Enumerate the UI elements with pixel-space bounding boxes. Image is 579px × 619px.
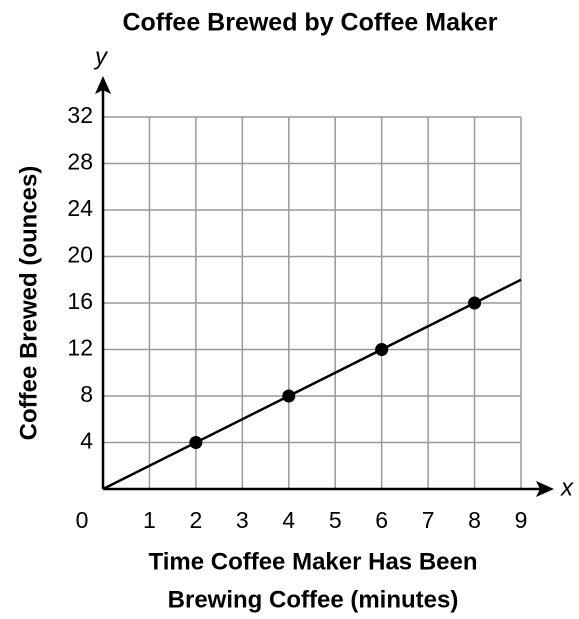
x-axis-letter: x xyxy=(560,474,574,501)
y-axis-letter: y xyxy=(93,43,109,70)
x-tick-label: 4 xyxy=(282,507,295,533)
y-tick-label: 28 xyxy=(67,149,93,175)
x-tick-label: 3 xyxy=(236,507,249,533)
y-tick-label: 20 xyxy=(67,242,93,268)
data-point xyxy=(375,343,389,356)
x-tick-label: 5 xyxy=(329,507,342,533)
y-tick-label: 32 xyxy=(67,102,93,128)
x-tick-label: 6 xyxy=(375,507,388,533)
x-tick-label: 8 xyxy=(468,507,481,533)
chart-title: Coffee Brewed by Coffee Maker xyxy=(122,9,497,37)
x-tick-label: 1 xyxy=(143,507,156,533)
y-tick-label: 12 xyxy=(67,335,93,361)
x-tick-label: 2 xyxy=(189,507,202,533)
x-axis-label: Time Coffee Maker Has Been xyxy=(148,548,477,575)
x-tick-label: 0 xyxy=(76,507,89,533)
line xyxy=(102,278,522,491)
y-tick-label: 4 xyxy=(80,428,93,454)
y-tick-label: 16 xyxy=(67,288,93,314)
data-point xyxy=(468,296,482,310)
data-point xyxy=(282,389,296,403)
data-point xyxy=(189,436,203,449)
y-tick-label: 24 xyxy=(67,195,93,221)
x-tick-label: 9 xyxy=(515,507,528,533)
x-axis-label: Brewing Coffee (minutes) xyxy=(168,586,459,613)
y-axis-label: Coffee Brewed (ounces) xyxy=(15,166,42,441)
x-tick-label: 7 xyxy=(422,507,435,533)
y-axis-arrow xyxy=(95,76,111,94)
y-tick-label: 8 xyxy=(80,381,93,407)
x-axis-arrow xyxy=(536,481,554,497)
